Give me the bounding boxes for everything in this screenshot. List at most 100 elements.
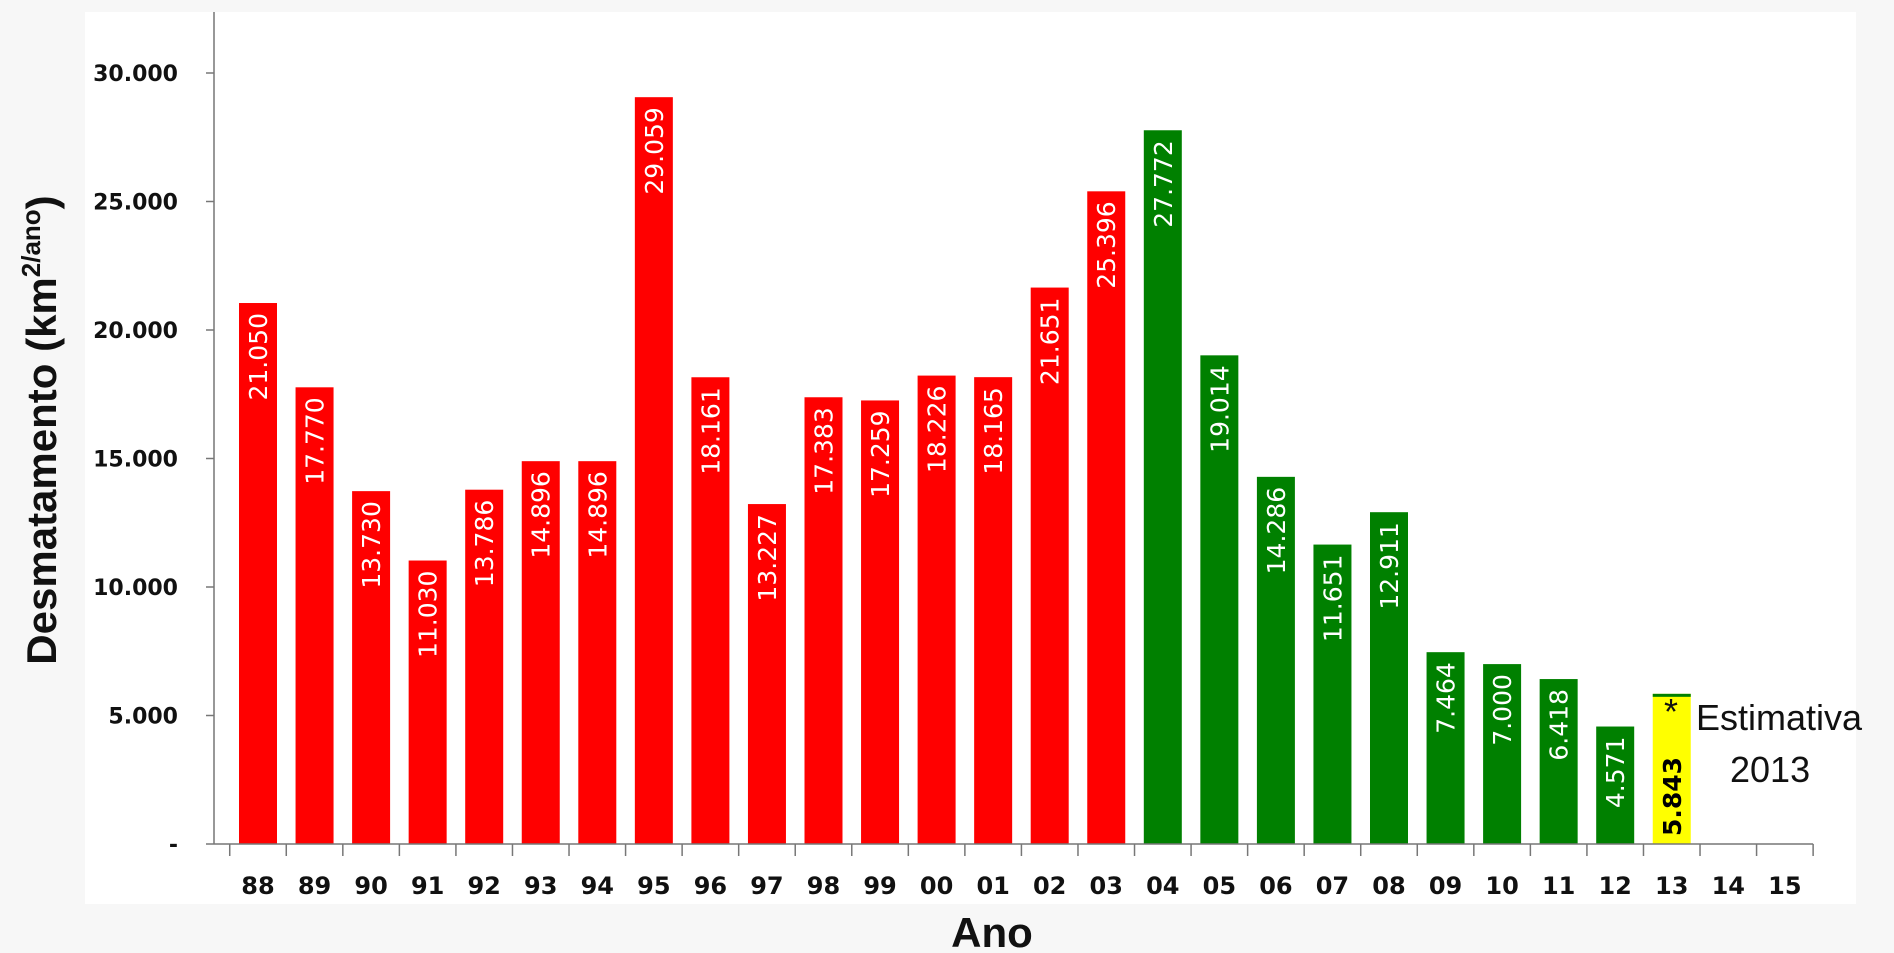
x-axis-title: Ano — [951, 909, 1033, 953]
bar — [1370, 512, 1408, 844]
bar — [1087, 191, 1126, 844]
bar — [465, 489, 504, 844]
y-tick-label: 30.000 — [93, 62, 178, 87]
bar-top-stripe — [1652, 693, 1691, 697]
y-tick-label: 25.000 — [93, 191, 178, 216]
y-axis-title-close: ) — [18, 195, 65, 209]
x-tick-label: 07 — [1316, 872, 1349, 900]
bar-value-label: 19.014 — [1205, 365, 1234, 452]
y-axis-title-superscript: 2/ano — [16, 209, 46, 277]
x-tick-label: 09 — [1429, 872, 1462, 900]
x-tick-label: 88 — [241, 872, 274, 900]
bar — [861, 400, 900, 844]
x-tick-label: 98 — [807, 872, 840, 900]
bar — [1426, 652, 1465, 844]
bar-value-label: 27.772 — [1149, 140, 1178, 227]
bar — [578, 461, 617, 844]
bar-value-label: 21.050 — [244, 313, 273, 400]
y-axis-title-main: Desmatamento (km — [18, 277, 65, 664]
bar — [239, 303, 277, 844]
bars-group: 21.050 17.770 13.730 11.030 13.786 14.896 14.8… — [239, 97, 1691, 845]
y-tick-label: 5.000 — [108, 705, 178, 730]
bar — [1652, 693, 1691, 844]
y-tick-label: - — [169, 833, 178, 858]
bar-value-label: 14.896 — [583, 471, 612, 558]
x-tick-label: 08 — [1372, 872, 1405, 900]
bar-value-label: 17.259 — [866, 410, 895, 497]
y-tick-label: 20.000 — [93, 319, 178, 344]
bar — [1313, 544, 1352, 844]
bar-value-label: 17.383 — [810, 407, 839, 494]
bar — [1596, 726, 1635, 844]
bar-value-label: 7.464 — [1432, 662, 1461, 734]
bar-value-label: 11.030 — [414, 571, 443, 658]
bar — [1539, 679, 1578, 844]
x-tick-label: 93 — [524, 872, 557, 900]
x-tick-label: 97 — [750, 872, 783, 900]
x-tick-label: 95 — [637, 872, 670, 900]
bar-value-label: 14.286 — [1262, 487, 1291, 574]
y-tick-label: 15.000 — [93, 448, 178, 473]
bar-value-label: 7.000 — [1488, 674, 1517, 746]
bar-value-label: 11.651 — [1318, 555, 1347, 642]
x-tick-label: 06 — [1259, 872, 1292, 900]
bar-value-label: 12.911 — [1375, 522, 1404, 609]
bar-value-label: 17.770 — [301, 397, 330, 484]
x-tick-label: 96 — [694, 872, 727, 900]
plot-background — [85, 12, 1856, 904]
bar-value-label: 14.896 — [527, 471, 556, 558]
x-tick-label: 03 — [1090, 872, 1123, 900]
bar-value-label: 29.059 — [640, 107, 669, 194]
annotation-star: * — [1664, 691, 1678, 732]
x-tick-label: 11 — [1542, 872, 1575, 900]
bar — [1483, 664, 1522, 844]
x-tick-label: 04 — [1146, 872, 1179, 900]
bar — [974, 377, 1013, 844]
bar-value-label: 5.843 — [1658, 757, 1687, 836]
bar-value-label: 18.165 — [979, 387, 1008, 474]
x-tick-label: 00 — [920, 872, 953, 900]
y-axis: - 5.000 10.000 15.000 20.000 25.000 30.000 — [93, 12, 215, 858]
bar — [747, 504, 786, 844]
bar — [634, 97, 673, 844]
x-tick-label: 01 — [976, 872, 1009, 900]
bar — [1143, 130, 1182, 845]
x-tick-label: 91 — [411, 872, 444, 900]
x-tick-label: 94 — [581, 872, 614, 900]
bar-value-label: 13.227 — [753, 514, 782, 601]
x-tick-label: 92 — [467, 872, 500, 900]
bar — [295, 387, 334, 844]
y-tick-label: 10.000 — [93, 576, 178, 601]
x-tick-label: 90 — [354, 872, 387, 900]
bar-value-label: 4.571 — [1601, 737, 1630, 809]
x-tick-label: 89 — [298, 872, 331, 900]
y-axis-title: Desmatamento (km2/ano) — [16, 195, 65, 664]
bar-value-label: 25.396 — [1092, 201, 1121, 288]
x-tick-label: 14 — [1712, 872, 1745, 900]
bar-value-label: 21.651 — [1036, 298, 1065, 385]
bar — [408, 560, 447, 844]
bar-value-label: 13.786 — [470, 500, 499, 587]
bar — [352, 491, 391, 844]
bar — [804, 397, 843, 844]
x-tick-label: 02 — [1033, 872, 1066, 900]
bar — [1256, 476, 1295, 844]
bar-value-label: 18.161 — [696, 387, 725, 474]
x-tick-label: 99 — [863, 872, 896, 900]
x-tick-label: 15 — [1768, 872, 1801, 900]
x-tick-label: 12 — [1598, 872, 1631, 900]
bar-value-label: 6.418 — [1545, 689, 1574, 761]
bar — [1030, 287, 1069, 844]
bar-value-label: 18.226 — [923, 386, 952, 473]
bar-value-label: 13.730 — [357, 501, 386, 588]
annotation-line-2: 2013 — [1730, 749, 1810, 790]
x-tick-label: 13 — [1655, 872, 1688, 900]
bar — [1200, 355, 1239, 844]
bar — [917, 375, 956, 844]
x-tick-label: 05 — [1203, 872, 1236, 900]
bar — [691, 377, 730, 844]
annotation-line-1: Estimativa — [1696, 697, 1863, 738]
bar — [521, 461, 560, 844]
